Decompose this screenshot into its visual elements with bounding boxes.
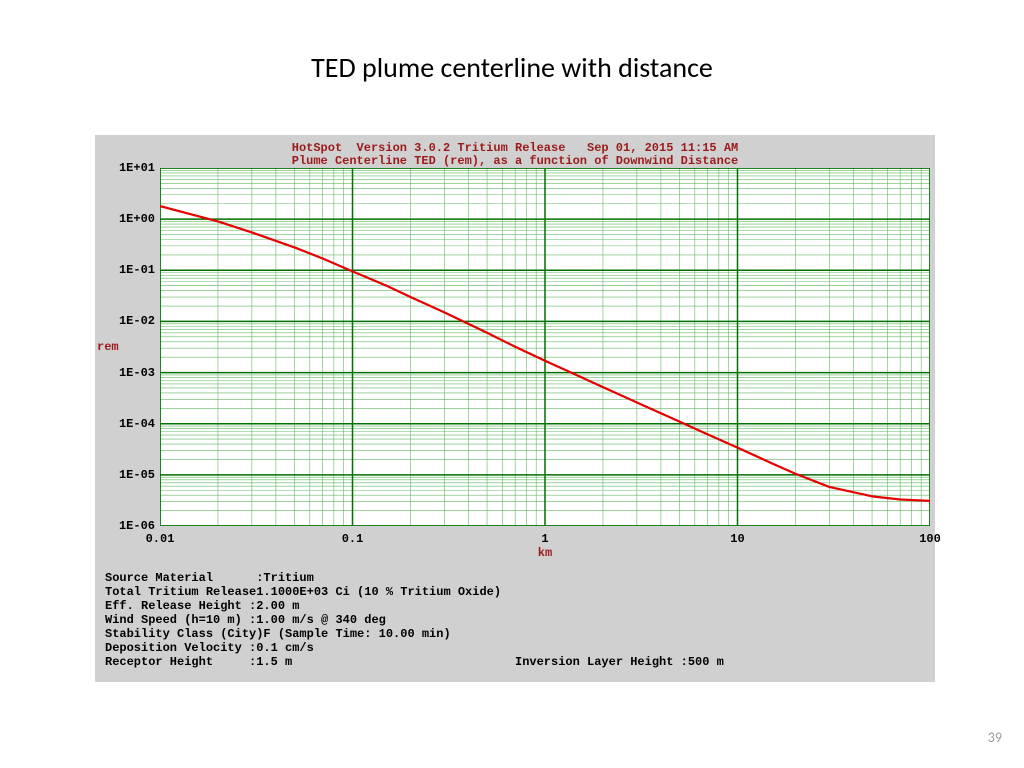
slide: TED plume centerline with distance HotSp… — [0, 0, 1024, 768]
header-line1: HotSpot Version 3.0.2 Tritium Release Se… — [292, 141, 738, 155]
header-line2: Plume Centerline TED (rem), as a functio… — [292, 154, 738, 168]
x-axis-label: km — [538, 546, 552, 560]
x-tick-label: 100 — [919, 532, 941, 546]
chart-header: HotSpot Version 3.0.2 Tritium Release Se… — [95, 142, 935, 168]
meta-inversion: Inversion Layer Height :500 m — [515, 655, 724, 669]
y-axis-label: rem — [97, 340, 119, 354]
y-tick-label: 1E-01 — [95, 263, 155, 277]
plot-svg — [160, 168, 930, 526]
x-tick-label: 1 — [541, 532, 548, 546]
chart-panel: HotSpot Version 3.0.2 Tritium Release Se… — [95, 135, 935, 682]
y-tick-label: 1E+01 — [95, 161, 155, 175]
slide-title: TED plume centerline with distance — [0, 50, 1024, 85]
y-tick-label: 1E-04 — [95, 417, 155, 431]
x-tick-label: 0.1 — [342, 532, 364, 546]
page-number: 39 — [988, 729, 1002, 746]
y-tick-label: 1E-06 — [95, 519, 155, 533]
y-tick-label: 1E-02 — [95, 314, 155, 328]
x-tick-label: 10 — [730, 532, 744, 546]
y-tick-label: 1E+00 — [95, 212, 155, 226]
plot-area — [160, 168, 930, 526]
y-tick-label: 1E-03 — [95, 366, 155, 380]
y-tick-label: 1E-05 — [95, 468, 155, 482]
meta-text-left: Source Material :Tritium Total Tritium R… — [105, 571, 501, 669]
x-tick-label: 0.01 — [146, 532, 175, 546]
